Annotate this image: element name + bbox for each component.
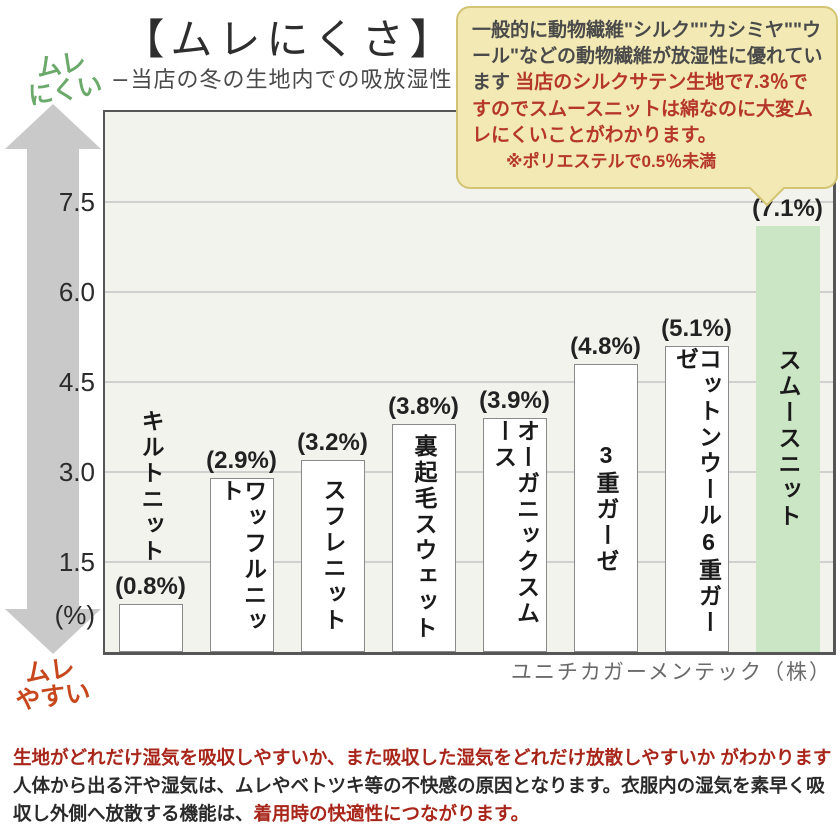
y-tick-label: 1.5 [58, 547, 95, 577]
bar-column: (5.1%) コットンウール6重ガーゼ [651, 112, 742, 652]
y-tick-label: 4.5 [58, 367, 95, 397]
bar-value-label: (0.8%) [115, 573, 186, 600]
bar-column: (4.8%) 3重ガーゼ [560, 112, 651, 652]
footer-line2-black: 人体から出る汗や湿気は、ムレやベトツキ等の不快感の原因となります。衣服内の湿気を… [13, 774, 825, 824]
bar-category-label: スフレニット [320, 478, 346, 634]
chart-plot-area: キルトニット (0.8%) (2.9%) ワッフルニット (3.2%) スフレニット (3.… [103, 110, 836, 655]
bar-category-label: ワッフルニット [217, 479, 267, 635]
y-axis-unit-label: (%) [54, 600, 95, 630]
gridline [105, 471, 833, 473]
gridline [105, 291, 833, 293]
bar-category-label: キルトニット [138, 409, 164, 565]
bar-value-label: (5.1%) [661, 315, 732, 342]
bar: 3重ガーゼ [573, 364, 638, 652]
page-title: 【ムレにくさ】 [122, 15, 458, 64]
footer-paragraph: 生地がどれだけ湿気を吸収しやすいか、また吸収した湿気をどれだけ放散しやすいか が… [13, 744, 833, 827]
bar-column: (3.8%) 裏起毛スウェット [378, 112, 469, 652]
bar-category-label: スムースニット [775, 348, 801, 530]
annotation-bubble: 一般的に動物繊維"シルク""カシミヤ""ウール"などの動物繊維が放湿性に優れてい… [456, 6, 838, 207]
bars-container: キルトニット (0.8%) (2.9%) ワッフルニット (3.2%) スフレニット (3.… [105, 112, 833, 652]
y-axis-tick-labels: 7.5 6.0 4.5 3.0 1.5 (%) [0, 112, 97, 652]
bar-category-label: コットンウール6重ガーゼ [672, 347, 722, 636]
bar-value-label: (2.9%) [206, 447, 277, 474]
attribution: ユニチカガーメンテック（株） [510, 660, 832, 684]
bar: オーガニックスムース [482, 418, 547, 652]
footer-line1: 生地がどれだけ湿気を吸収しやすいか、また吸収した湿気をどれだけ放散しやすいか が… [13, 747, 832, 768]
page-subtitle: −当店の冬の生地内での吸放湿性 - [111, 68, 469, 93]
bar: スフレニット [300, 460, 365, 652]
gridline [105, 381, 833, 383]
bar-column: (3.2%) スフレニット [287, 112, 378, 652]
bar-value-label: (3.9%) [479, 387, 550, 414]
bar: コットンウール6重ガーゼ [664, 346, 729, 652]
annotation-text-gray: 一般的に動物繊維"シルク""カシミヤ""ウール"などの動物繊維が放湿性に優れてい… [472, 20, 823, 94]
footer-line2: 人体から出る汗や湿気は、ムレやベトツキ等の不快感の原因となります。衣服内の湿気を… [13, 772, 833, 828]
y-tick-label: 3.0 [58, 457, 95, 487]
gridline [105, 201, 833, 203]
bar-category-label: 裏起毛スウェット [411, 434, 437, 642]
bar-column: (2.9%) ワッフルニット [196, 112, 287, 652]
arrow-up-icon [5, 104, 101, 149]
bar-value-label: (4.8%) [570, 333, 641, 360]
bar-category-label: オーガニックスムース [490, 419, 540, 627]
bar-value-label: (3.8%) [388, 393, 459, 420]
bar: 裏起毛スウェット [391, 424, 456, 652]
bar [118, 604, 183, 652]
bar-column: キルトニット (0.8%) [105, 112, 196, 652]
arrow-down-icon [5, 609, 101, 654]
annotation-text-note: ※ポリエステルで0.5％未満 [506, 152, 717, 172]
bar-category-label: 3重ガーゼ [593, 441, 619, 575]
annotation-text-red: 当店のシルクサテン生地で7.3％ですのでスムースニットは綿なのに大変ムレにくいこ… [472, 72, 814, 146]
y-axis-bottom-caption: ムレ やすい [11, 654, 92, 715]
y-tick-label: 6.0 [58, 277, 95, 307]
gridline [105, 561, 833, 563]
y-tick-label: 7.5 [58, 187, 95, 217]
bar-value-label: (3.2%) [297, 429, 368, 456]
bar-column: (3.9%) オーガニックスムース [469, 112, 560, 652]
bar-column: (7.1%) スムースニット [742, 112, 833, 652]
bar-highlighted: スムースニット [755, 226, 820, 652]
footer-line2-red: 着用時の快適性につながります。 [253, 802, 530, 824]
bar: ワッフルニット [209, 478, 274, 652]
y-axis-top-caption: ムレ にくい [22, 46, 104, 110]
y-axis-arrow-shaft [27, 148, 79, 612]
